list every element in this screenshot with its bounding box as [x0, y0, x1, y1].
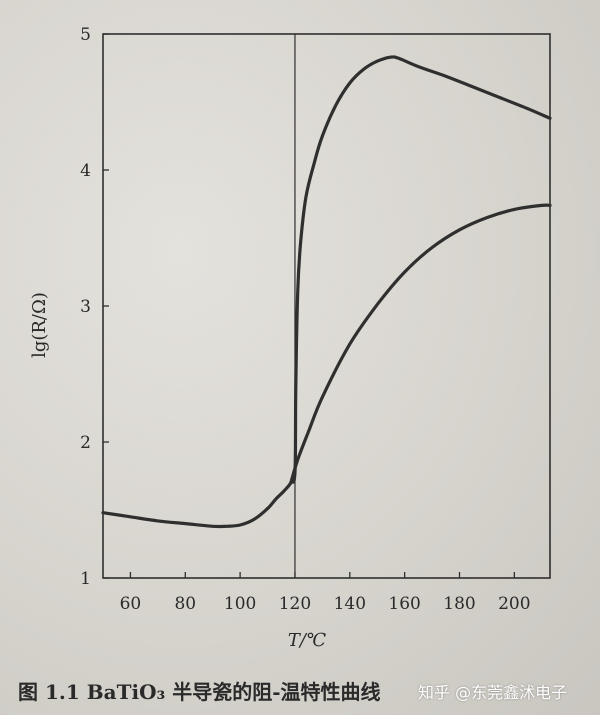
x-tick-label: 140 — [334, 594, 366, 614]
watermark-text: 知乎 @东莞鑫沭电子 — [418, 683, 568, 702]
tick-layer: 60 80 100 120 140 160 180 200 1 2 3 4 5 — [80, 25, 530, 614]
y-tick-label: 1 — [80, 569, 91, 589]
y-tick-label: 5 — [80, 25, 91, 45]
y-axis-title: lg(R/Ω) — [29, 292, 50, 358]
x-tick-label: 180 — [443, 594, 475, 614]
x-tick-label: 60 — [120, 594, 142, 614]
x-tick-label: 100 — [224, 594, 256, 614]
axes-layer — [102, 33, 551, 579]
y-tick-label: 4 — [80, 161, 91, 181]
series-line-1 — [101, 55, 552, 529]
x-tick-label: 80 — [174, 594, 196, 614]
series-layer — [101, 55, 552, 529]
y-tick-label: 2 — [80, 433, 91, 453]
plot-frame — [102, 33, 551, 579]
series-line-2 — [289, 203, 552, 485]
x-tick-label: 120 — [279, 594, 311, 614]
x-tick-label: 200 — [498, 594, 530, 614]
figure-caption: 图 1.1 BaTiO₃ 半导瓷的阻-温特性曲线 — [18, 680, 381, 704]
x-axis-title: T/℃ — [288, 630, 326, 651]
x-tick-label: 160 — [388, 594, 420, 614]
y-tick-label: 3 — [80, 297, 91, 317]
